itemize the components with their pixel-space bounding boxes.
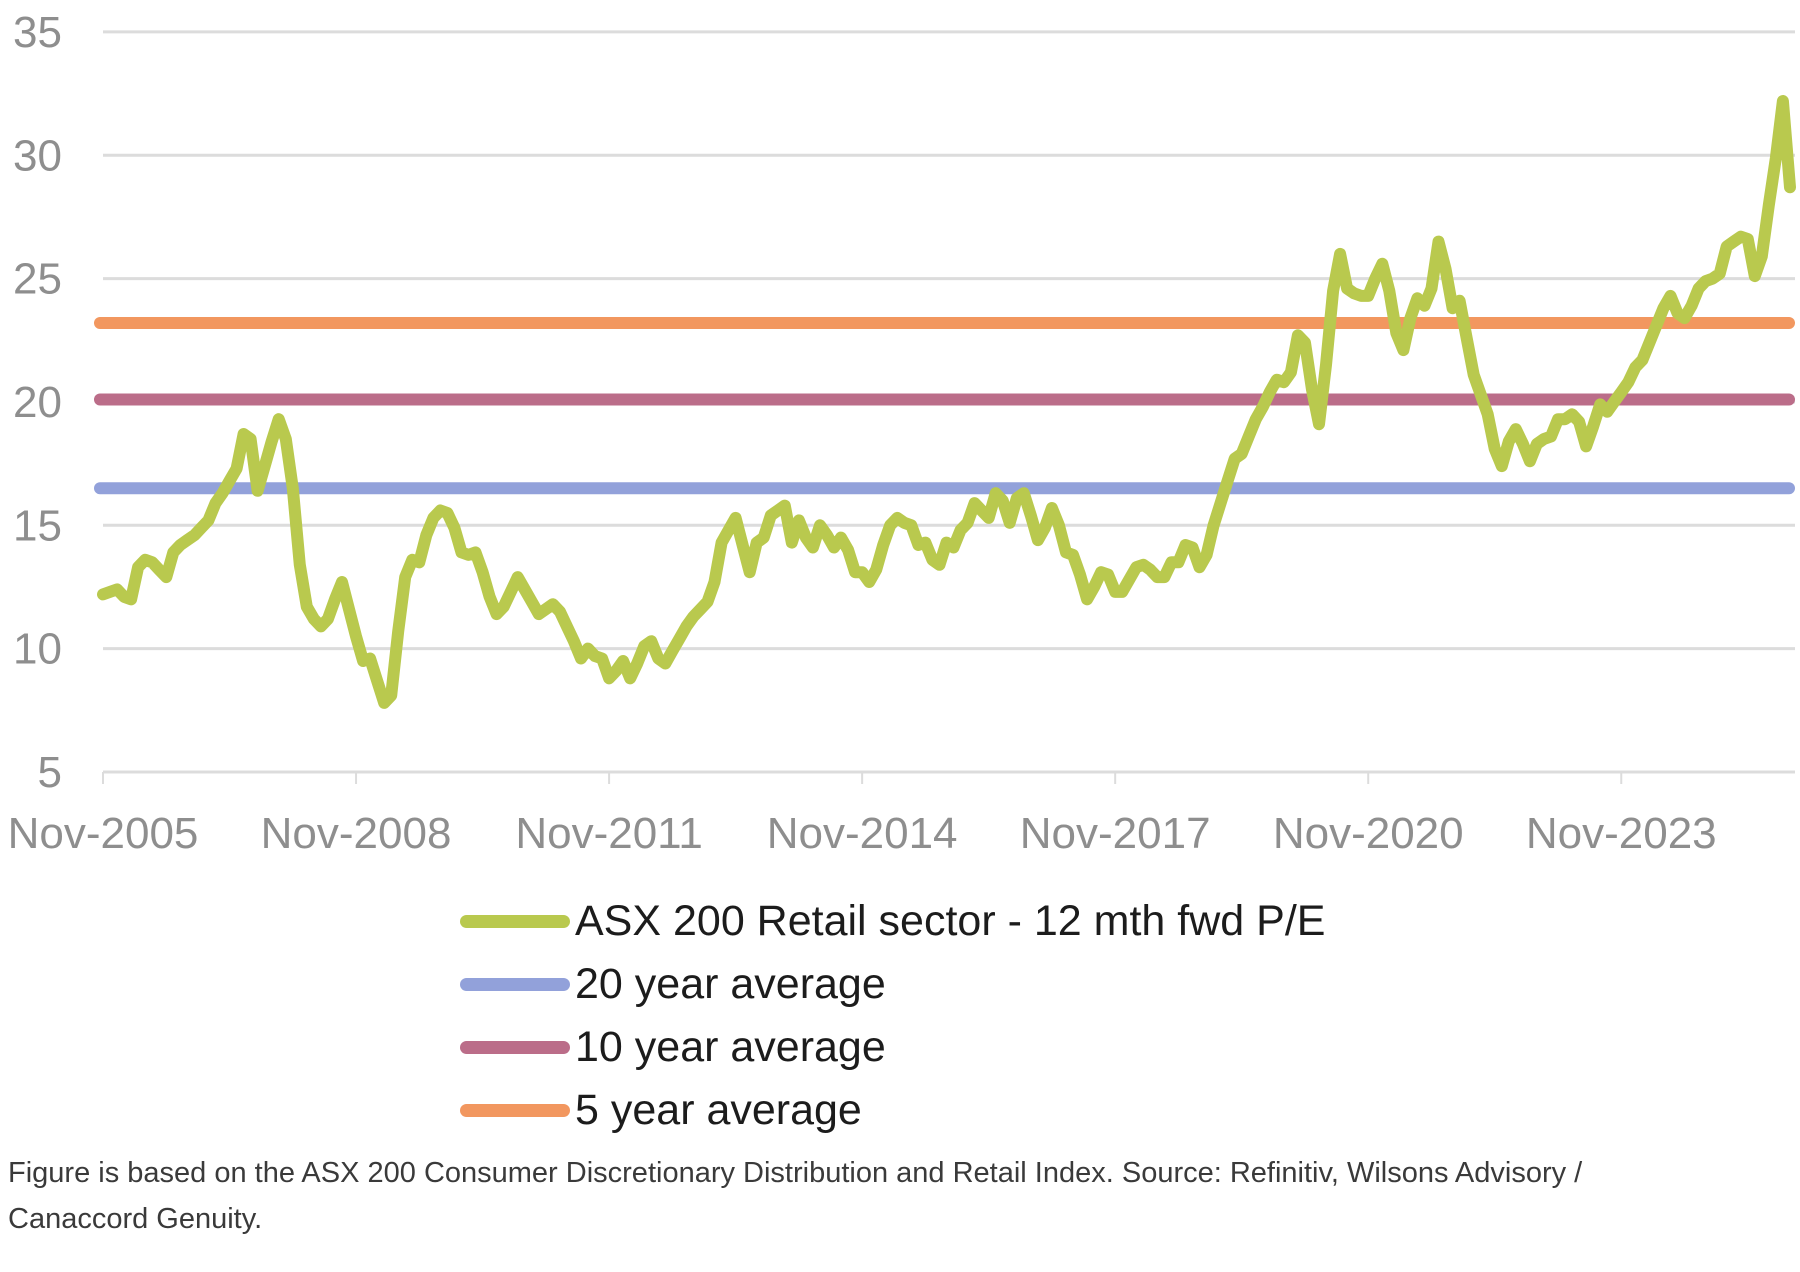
footnote-line2: Canaccord Genuity.	[8, 1203, 263, 1235]
legend-swatch-retail-pe-icon	[460, 915, 570, 928]
legend-item-10yr-average: 10 year average	[460, 1016, 1800, 1079]
legend-label-5yr-average: 5 year average	[575, 1086, 862, 1134]
x-axis-label: Nov-2014	[767, 809, 958, 858]
y-axis-label: 10	[13, 625, 62, 674]
y-axis-label: 30	[13, 131, 62, 180]
legend-swatch-10yr-average-icon	[460, 1041, 570, 1054]
legend-label-20yr-average: 20 year average	[575, 960, 886, 1008]
x-axis-label: Nov-2008	[261, 809, 452, 858]
y-axis-label: 20	[13, 378, 62, 427]
footnote: Figure is based on the ASX 200 Consumer …	[8, 1150, 1800, 1242]
footnote-line1: Figure is based on the ASX 200 Consumer …	[8, 1157, 1583, 1189]
y-axis-label: 25	[13, 255, 62, 304]
series-line-retail-pe	[97, 95, 1796, 709]
chart-canvas: 5 10 15 20 25 30 35 Nov-2005 Nov-2008 Nov-2011 Nov…	[8, 8, 1796, 858]
legend-label-10yr-average: 10 year average	[575, 1023, 886, 1071]
legend-item-retail-pe: ASX 200 Retail sector - 12 mth fwd P/E	[460, 890, 1800, 953]
y-axis-label: 35	[13, 8, 62, 57]
legend-item-20yr-average: 20 year average	[460, 953, 1800, 1016]
legend: ASX 200 Retail sector - 12 mth fwd P/E 2…	[460, 890, 1800, 1142]
legend-label-retail-pe: ASX 200 Retail sector - 12 mth fwd P/E	[575, 897, 1326, 945]
legend-swatch-5yr-average-icon	[460, 1104, 570, 1117]
x-axis-label: Nov-2023	[1526, 809, 1717, 858]
chart-figure: 5 10 15 20 25 30 35 Nov-2005 Nov-2008 Nov-2011 Nov…	[8, 8, 1800, 1242]
legend-item-5yr-average: 5 year average	[460, 1079, 1800, 1142]
x-axis-label: Nov-2005	[8, 809, 199, 858]
x-axis-label: Nov-2017	[1020, 809, 1211, 858]
y-axis-label: 15	[13, 501, 62, 550]
x-axis-label: Nov-2020	[1273, 809, 1464, 858]
y-axis-label: 5	[38, 748, 62, 797]
legend-swatch-20yr-average-icon	[460, 978, 570, 991]
x-axis-label: Nov-2011	[515, 809, 703, 858]
